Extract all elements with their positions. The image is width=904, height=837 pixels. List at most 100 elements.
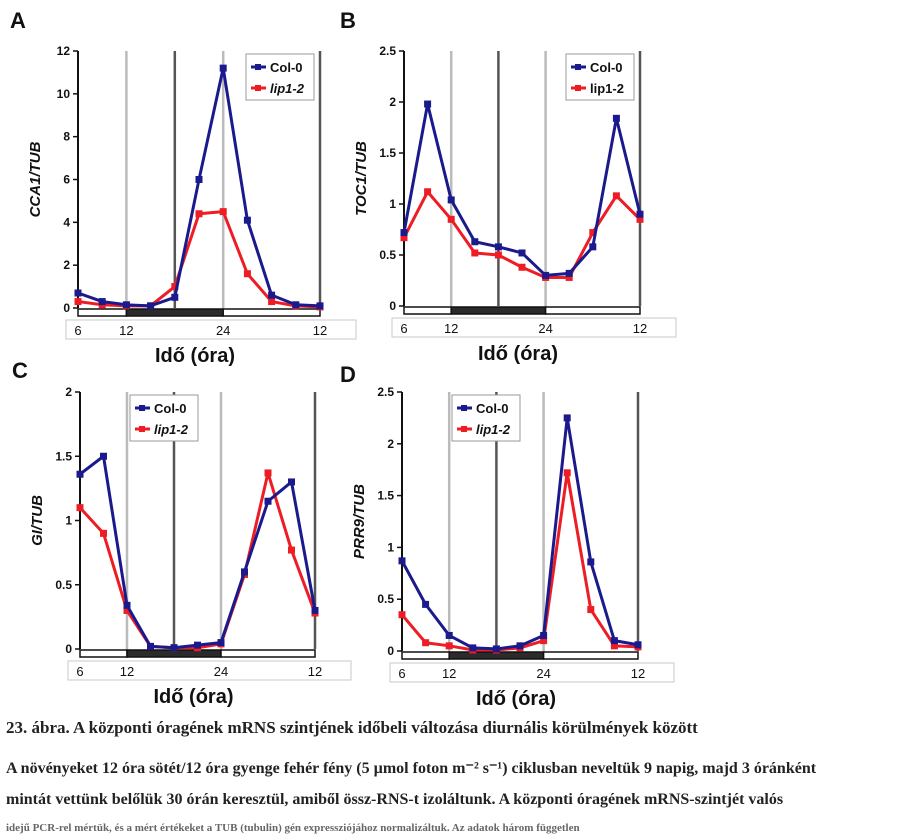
panel-letter: C (12, 358, 28, 383)
data-point (494, 251, 502, 259)
y-tick-label: 2 (389, 95, 396, 109)
data-point (636, 215, 644, 223)
data-point (123, 606, 131, 614)
legend-marker (139, 405, 145, 411)
x-axis-label: Idő (óra) (155, 345, 235, 367)
x-tick-label: 12 (308, 664, 322, 679)
y-tick-label: 0 (65, 642, 72, 656)
y-tick-label: 8 (63, 130, 70, 144)
legend-marker (575, 85, 581, 91)
data-point (540, 637, 548, 645)
x-tick-label: 12 (119, 323, 133, 338)
data-point (424, 100, 432, 108)
legend-marker (575, 64, 581, 70)
y-axis-label: CCA1/TUB (27, 141, 44, 217)
data-point (494, 243, 502, 251)
x-axis-label: Idő (óra) (478, 343, 558, 365)
y-tick-label: 1.5 (55, 449, 72, 463)
panel-letter: A (10, 8, 26, 33)
legend: Col-0 lip1-2 (451, 394, 521, 442)
data-point (195, 176, 203, 183)
data-point (76, 470, 84, 478)
legend: Col-0 lip1-2 (129, 394, 199, 442)
data-point (74, 289, 82, 297)
y-tick-label: 1.5 (377, 489, 394, 503)
data-point (241, 568, 248, 576)
y-axis-label: TOC1/TUB (353, 141, 370, 216)
x-tick-label: 24 (536, 666, 550, 681)
data-point (424, 188, 432, 196)
legend-label: lip1-2 (270, 81, 305, 96)
data-point (518, 249, 526, 257)
y-tick-label: 4 (63, 215, 70, 229)
data-point (147, 642, 154, 650)
x-tick-label: 6 (400, 321, 407, 336)
x-tick-label: 12 (631, 666, 645, 681)
y-axis-label: PRR9/TUB (351, 484, 368, 559)
data-point (589, 243, 597, 251)
data-point (447, 215, 455, 223)
legend-label: Col-0 (270, 60, 303, 75)
legend-label: Col-0 (154, 401, 187, 416)
panel-letter: D (340, 362, 356, 387)
data-point (447, 196, 455, 204)
data-point (612, 192, 620, 200)
legend-label: Col-0 (476, 401, 509, 416)
data-point (565, 273, 573, 281)
series-col-0 (400, 100, 644, 279)
data-point (540, 631, 548, 639)
data-point (471, 238, 479, 246)
data-point (292, 301, 300, 309)
panel-b: B 0 0.5 1 1.5 2 2.5 6 12 24 12 Idő (óra) TOC1/TUB Col… (340, 8, 677, 365)
data-point (243, 270, 251, 278)
x-tick-label: 24 (216, 323, 230, 338)
y-tick-label: 2.5 (377, 385, 394, 399)
data-point (219, 208, 227, 216)
panel-c: C 0 0.5 1 1.5 2 6 12 24 12 Idő (óra) GI/TUB Col-0 lip… (12, 358, 352, 708)
y-tick-label: 2 (65, 385, 72, 399)
legend-label: lip1-2 (476, 422, 511, 437)
y-tick-label: 0.5 (55, 578, 72, 592)
data-point (542, 271, 550, 279)
light-dark-bar-segment (79, 649, 128, 658)
y-tick-label: 0 (389, 299, 396, 313)
legend-marker (461, 426, 467, 432)
data-point (422, 639, 430, 647)
data-point (422, 600, 430, 608)
data-point (316, 302, 324, 310)
data-point (170, 644, 178, 652)
y-tick-label: 12 (57, 44, 71, 58)
data-point (195, 210, 203, 218)
data-point (268, 291, 276, 299)
x-tick-label: 12 (633, 321, 647, 336)
panel-d: D 0 0.5 1 1.5 2 2.5 6 12 24 12 Idő (óra) PRR9/TUB Col… (340, 362, 675, 710)
figure-caption-title: 23. ábra. A központi óragének mRNS szint… (6, 718, 698, 737)
data-point (400, 234, 408, 242)
data-point (563, 469, 571, 477)
light-dark-bar-segment (401, 651, 450, 660)
y-tick-label: 2 (387, 437, 394, 451)
panel-letter: B (340, 8, 356, 33)
light-dark-bar-segment (542, 651, 639, 660)
data-point (122, 301, 130, 309)
data-point (123, 601, 131, 609)
x-tick-label: 24 (214, 664, 228, 679)
data-point (563, 414, 571, 422)
data-point (587, 606, 595, 614)
data-point (518, 263, 526, 271)
figure-caption-line-1: A növényeket 12 óra sötét/12 óra gyenge … (6, 760, 817, 777)
x-tick-strip (65, 319, 357, 340)
x-tick-strip (391, 317, 677, 338)
x-tick-label: 12 (442, 666, 456, 681)
y-tick-label: 2 (63, 258, 70, 272)
series-col-0 (398, 414, 642, 653)
data-point (612, 114, 620, 122)
x-tick-label: 6 (398, 666, 405, 681)
legend-box (451, 394, 521, 442)
x-tick-label: 6 (74, 323, 81, 338)
y-tick-label: 10 (57, 87, 71, 101)
y-axis-label: GI/TUB (29, 495, 46, 546)
y-tick-label: 0.5 (379, 248, 396, 262)
data-point (471, 249, 479, 257)
series-col-0 (76, 452, 319, 652)
